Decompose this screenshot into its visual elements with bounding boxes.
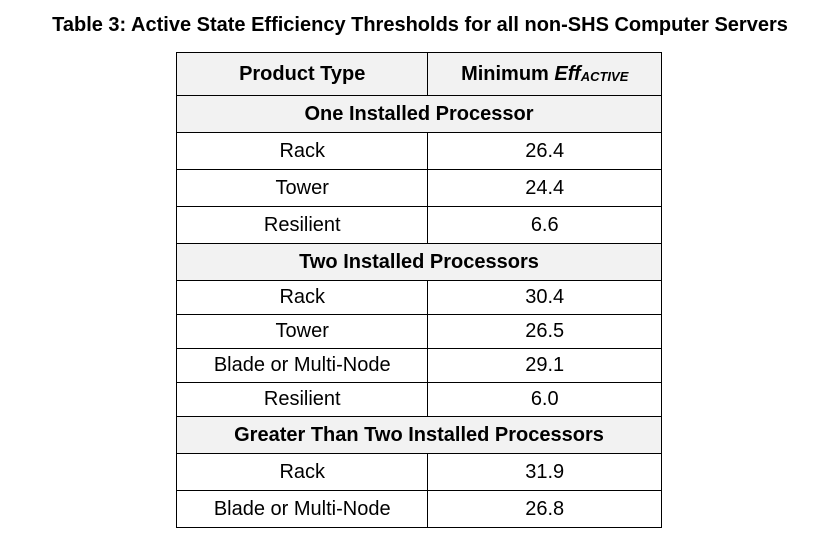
header-product-type: Product Type (175, 52, 429, 96)
product-type-cell: Rack (175, 280, 429, 315)
table-row: Resilient 6.6 (175, 206, 662, 244)
group-label: One Installed Processor (176, 95, 662, 133)
threshold-value-cell: 26.4 (427, 132, 662, 170)
header-minimum-eff-active: Minimum EffACTIVE (427, 52, 662, 96)
header-minimum-label: Minimum (461, 62, 555, 85)
threshold-value-cell: 26.5 (427, 314, 662, 349)
threshold-value-cell: 31.9 (427, 453, 662, 491)
threshold-value-cell: 26.8 (427, 490, 662, 528)
table-row: Tower 26.5 (175, 314, 662, 349)
product-type-cell: Tower (175, 169, 429, 207)
table-caption: Table 3: Active State Efficiency Thresho… (52, 14, 788, 36)
product-type-cell: Resilient (175, 382, 429, 417)
header-active-subscript: ACTIVE (580, 68, 629, 84)
product-type-cell: Blade or Multi-Node (175, 490, 429, 528)
threshold-value-cell: 30.4 (427, 280, 662, 315)
threshold-value-cell: 6.0 (427, 382, 662, 417)
product-type-cell: Blade or Multi-Node (175, 348, 429, 383)
group-label: Greater Than Two Installed Processors (176, 416, 662, 454)
table-row: Rack 30.4 (175, 280, 662, 315)
header-row: Product Type Minimum EffACTIVE (175, 52, 662, 96)
efficiency-thresholds-table: Product Type Minimum EffACTIVE One Insta… (175, 52, 662, 528)
product-type-cell: Resilient (175, 206, 429, 244)
threshold-value-cell: 29.1 (427, 348, 662, 383)
table-row: Resilient 6.0 (175, 382, 662, 417)
product-type-cell: Rack (175, 453, 429, 491)
threshold-value-cell: 24.4 (427, 169, 662, 207)
table-row: Rack 31.9 (175, 453, 662, 491)
group-label: Two Installed Processors (176, 243, 662, 281)
table-row: Tower 24.4 (175, 169, 662, 207)
group-header-row: One Installed Processor (176, 95, 662, 133)
threshold-value-cell: 6.6 (427, 206, 662, 244)
table-row: Blade or Multi-Node 29.1 (175, 348, 662, 383)
product-type-cell: Tower (175, 314, 429, 349)
group-header-row: Greater Than Two Installed Processors (176, 416, 662, 454)
product-type-cell: Rack (175, 132, 429, 170)
table-row: Blade or Multi-Node 26.8 (175, 490, 662, 528)
group-header-row: Two Installed Processors (176, 243, 662, 281)
table-row: Rack 26.4 (175, 132, 662, 170)
header-eff-label: Eff (554, 62, 581, 85)
